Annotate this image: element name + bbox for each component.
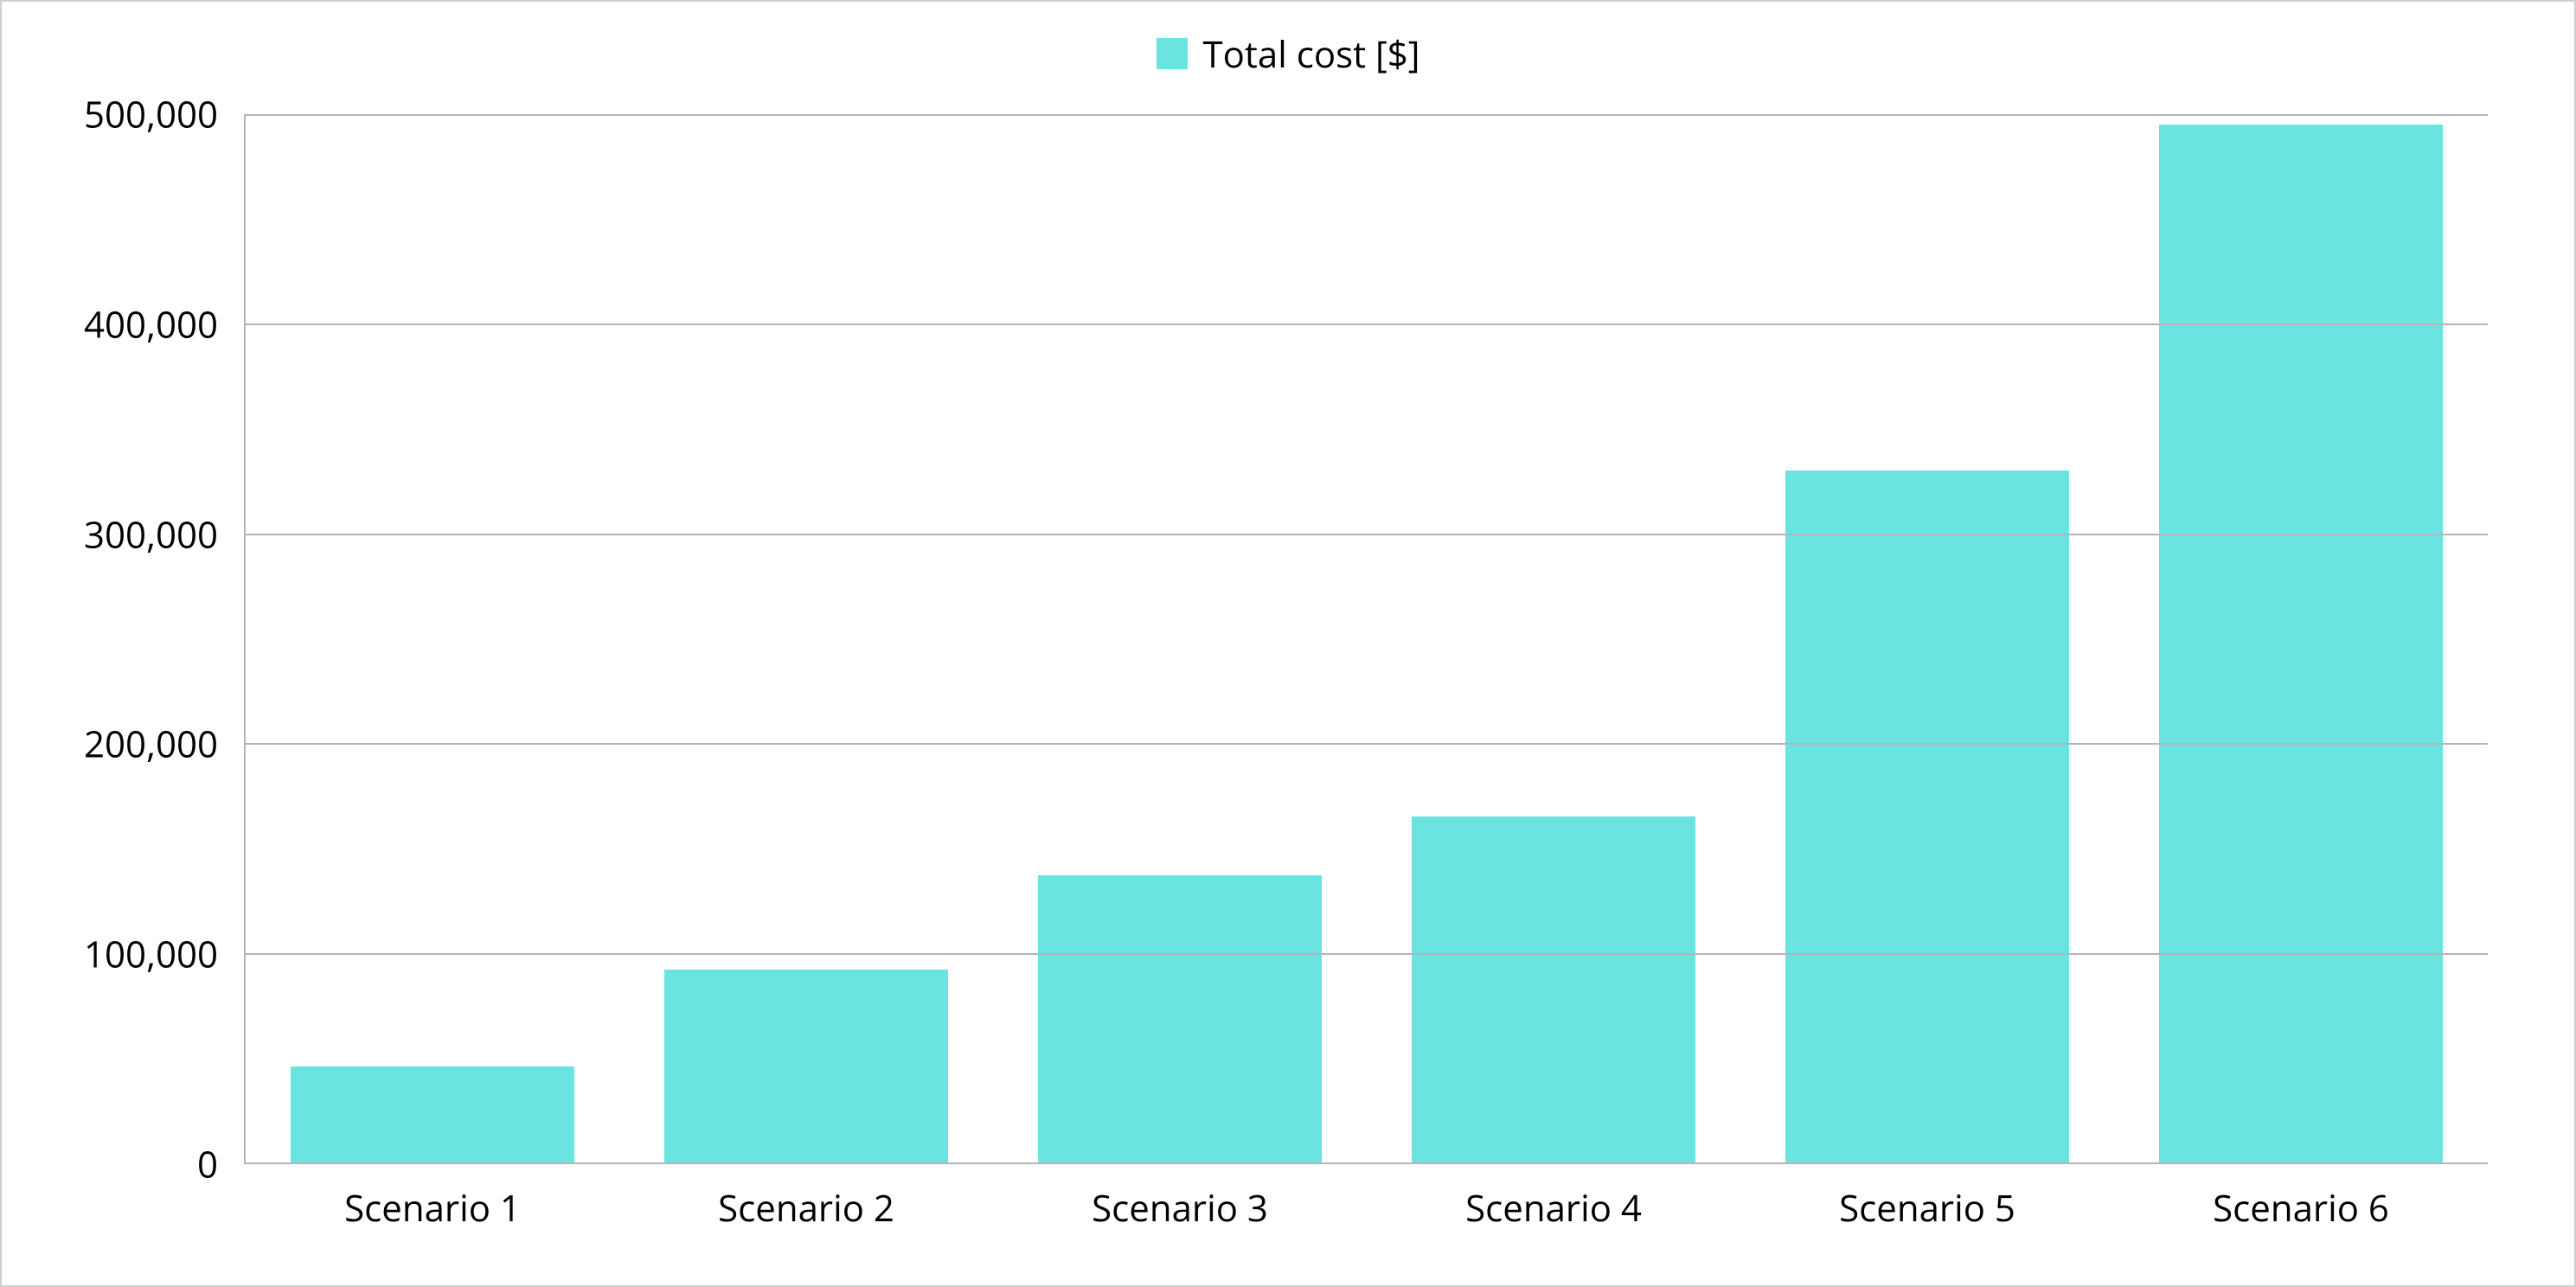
x-tick-label: Scenario 1 — [344, 1183, 521, 1233]
chart-body: 0 100,000 200,000 300,000 400,000 500,000 Sce… — [54, 88, 2522, 1251]
bar — [664, 970, 948, 1162]
x-tick-label: Scenario 5 — [1839, 1183, 2015, 1233]
y-tick-label: 200,000 — [84, 720, 218, 769]
x-tick-label: Scenario 4 — [1465, 1183, 1642, 1233]
grid-line — [246, 534, 2488, 535]
bar-slot: Scenario 1 — [246, 114, 619, 1162]
y-tick-label: 500,000 — [84, 90, 218, 139]
bar — [1412, 816, 1695, 1162]
bar-slot: Scenario 4 — [1367, 114, 1740, 1162]
x-tick-label: Scenario 2 — [718, 1183, 894, 1233]
bar-slot: Scenario 2 — [619, 114, 993, 1162]
cost-bar-chart: Total cost [$] 0 100,000 200,000 300,000 400… — [0, 0, 2576, 1287]
plot-area: Scenario 1Scenario 2Scenario 3Scenario 4… — [244, 114, 2488, 1164]
x-tick-label: Scenario 3 — [1092, 1183, 1268, 1233]
legend-label: Total cost [$] — [1203, 29, 1420, 79]
y-axis: 0 100,000 200,000 300,000 400,000 500,000 — [54, 88, 244, 1251]
grid-line — [246, 323, 2488, 325]
y-tick-label: 0 — [197, 1140, 218, 1189]
grid-line — [246, 953, 2488, 955]
legend-swatch — [1157, 38, 1188, 69]
x-tick-label: Scenario 6 — [2213, 1183, 2389, 1233]
bar — [291, 1066, 574, 1163]
chart-legend: Total cost [$] — [54, 19, 2522, 88]
chart-plot: Scenario 1Scenario 2Scenario 3Scenario 4… — [244, 88, 2488, 1251]
grid-line — [246, 114, 2488, 116]
bars-container: Scenario 1Scenario 2Scenario 3Scenario 4… — [246, 114, 2488, 1162]
bar-slot: Scenario 5 — [1740, 114, 2114, 1162]
bar-slot: Scenario 6 — [2114, 114, 2488, 1162]
y-tick-label: 300,000 — [84, 509, 218, 559]
bar — [1785, 471, 2069, 1162]
bar — [1038, 875, 1322, 1162]
bar — [2159, 125, 2443, 1162]
bar-slot: Scenario 3 — [993, 114, 1367, 1162]
y-tick-label: 400,000 — [84, 299, 218, 349]
grid-line — [246, 743, 2488, 745]
y-tick-label: 100,000 — [84, 930, 218, 979]
